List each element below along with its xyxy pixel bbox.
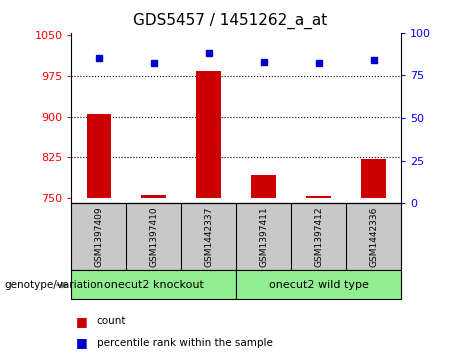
Text: onecut2 wild type: onecut2 wild type <box>269 280 369 290</box>
Text: percentile rank within the sample: percentile rank within the sample <box>97 338 273 348</box>
Text: GSM1397412: GSM1397412 <box>314 207 323 267</box>
Bar <box>251 175 276 198</box>
Text: ■: ■ <box>76 337 88 350</box>
Text: GSM1397411: GSM1397411 <box>259 207 268 267</box>
Bar <box>306 196 331 198</box>
Text: ■: ■ <box>76 315 88 328</box>
Bar <box>87 114 111 198</box>
Text: GDS5457 / 1451262_a_at: GDS5457 / 1451262_a_at <box>133 13 328 29</box>
Text: GSM1397410: GSM1397410 <box>149 207 159 267</box>
Bar <box>236 270 401 299</box>
Bar <box>142 195 166 198</box>
Text: count: count <box>97 316 126 326</box>
Text: GSM1442337: GSM1442337 <box>204 207 213 267</box>
Text: genotype/variation: genotype/variation <box>5 280 104 290</box>
Bar <box>361 159 386 198</box>
Text: onecut2 knockout: onecut2 knockout <box>104 280 204 290</box>
Text: GSM1397409: GSM1397409 <box>95 207 103 267</box>
Bar <box>71 270 236 299</box>
Text: GSM1442336: GSM1442336 <box>369 207 378 267</box>
Bar <box>196 70 221 198</box>
